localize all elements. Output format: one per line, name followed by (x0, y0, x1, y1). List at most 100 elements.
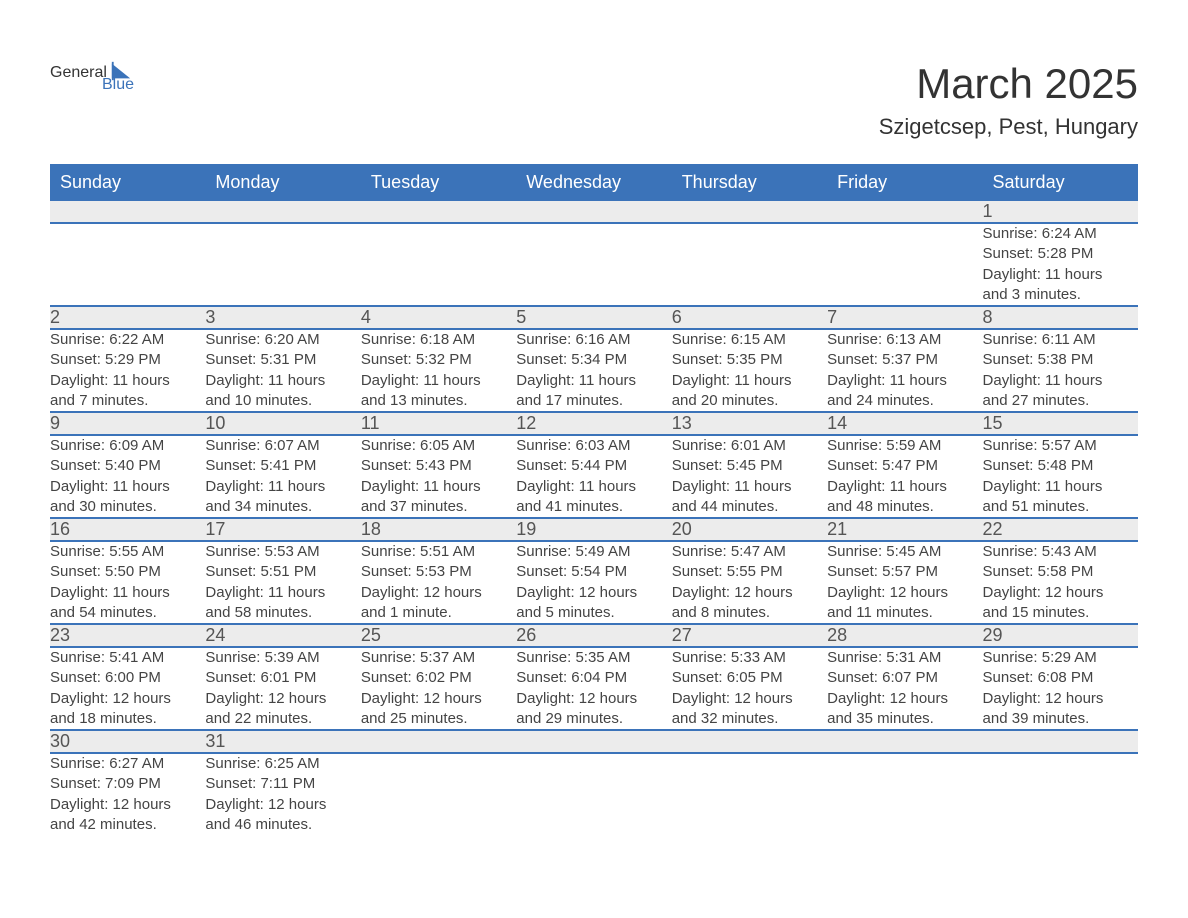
sunset-text: Sunset: 6:01 PM (205, 668, 360, 688)
day-info-cell: Sunrise: 5:47 AMSunset: 5:55 PMDaylight:… (672, 541, 827, 624)
daylight-text: Daylight: 11 hours (672, 371, 827, 391)
day-number-cell: 13 (672, 412, 827, 435)
daylight-text: Daylight: 12 hours (827, 689, 982, 709)
sunrise-text: Sunrise: 6:01 AM (672, 436, 827, 456)
daylight-text: and 46 minutes. (205, 815, 360, 835)
sunset-text: Sunset: 5:48 PM (983, 456, 1138, 476)
day-info-cell: Sunrise: 6:13 AMSunset: 5:37 PMDaylight:… (827, 329, 982, 412)
daylight-text: Daylight: 11 hours (983, 371, 1138, 391)
month-title: March 2025 (879, 60, 1138, 108)
sunset-text: Sunset: 6:05 PM (672, 668, 827, 688)
day-number-cell (361, 201, 516, 223)
day-number-cell (516, 201, 671, 223)
sunrise-text: Sunrise: 5:45 AM (827, 542, 982, 562)
weekday-header: Friday (827, 164, 982, 201)
day-info-cell: Sunrise: 6:15 AMSunset: 5:35 PMDaylight:… (672, 329, 827, 412)
sunset-text: Sunset: 5:29 PM (50, 350, 205, 370)
weekday-header: Saturday (983, 164, 1138, 201)
sunset-text: Sunset: 5:41 PM (205, 456, 360, 476)
day-info-cell: Sunrise: 5:59 AMSunset: 5:47 PMDaylight:… (827, 435, 982, 518)
day-number-cell: 8 (983, 306, 1138, 329)
sunrise-text: Sunrise: 6:15 AM (672, 330, 827, 350)
calendar-header-row: SundayMondayTuesdayWednesdayThursdayFrid… (50, 164, 1138, 201)
daylight-text: Daylight: 11 hours (827, 371, 982, 391)
sunset-text: Sunset: 5:53 PM (361, 562, 516, 582)
daylight-text: and 17 minutes. (516, 391, 671, 411)
daylight-text: Daylight: 11 hours (672, 477, 827, 497)
daylight-text: and 34 minutes. (205, 497, 360, 517)
sunrise-text: Sunrise: 6:03 AM (516, 436, 671, 456)
weekday-header: Monday (205, 164, 360, 201)
day-info-cell: Sunrise: 6:24 AMSunset: 5:28 PMDaylight:… (983, 223, 1138, 306)
daylight-text: and 32 minutes. (672, 709, 827, 729)
daylight-text: Daylight: 12 hours (361, 583, 516, 603)
daylight-text: Daylight: 11 hours (983, 477, 1138, 497)
sunrise-text: Sunrise: 6:05 AM (361, 436, 516, 456)
daylight-text: Daylight: 11 hours (361, 371, 516, 391)
day-number-cell: 12 (516, 412, 671, 435)
location-subtitle: Szigetcsep, Pest, Hungary (879, 114, 1138, 140)
daylight-text: Daylight: 12 hours (205, 689, 360, 709)
day-number-cell (827, 730, 982, 753)
daylight-text: Daylight: 12 hours (983, 583, 1138, 603)
sunrise-text: Sunrise: 5:29 AM (983, 648, 1138, 668)
day-info-cell: Sunrise: 5:41 AMSunset: 6:00 PMDaylight:… (50, 647, 205, 730)
sunrise-text: Sunrise: 6:16 AM (516, 330, 671, 350)
daylight-text: Daylight: 12 hours (672, 583, 827, 603)
sunset-text: Sunset: 5:57 PM (827, 562, 982, 582)
sunset-text: Sunset: 5:38 PM (983, 350, 1138, 370)
daylight-text: Daylight: 12 hours (827, 583, 982, 603)
day-number-cell (672, 201, 827, 223)
day-info-cell: Sunrise: 5:31 AMSunset: 6:07 PMDaylight:… (827, 647, 982, 730)
daylight-text: and 42 minutes. (50, 815, 205, 835)
daylight-text: and 51 minutes. (983, 497, 1138, 517)
sunrise-text: Sunrise: 5:53 AM (205, 542, 360, 562)
day-number-cell: 15 (983, 412, 1138, 435)
sunset-text: Sunset: 7:11 PM (205, 774, 360, 794)
day-info-cell: Sunrise: 6:27 AMSunset: 7:09 PMDaylight:… (50, 753, 205, 835)
weekday-header: Tuesday (361, 164, 516, 201)
day-number-cell: 14 (827, 412, 982, 435)
sunset-text: Sunset: 5:54 PM (516, 562, 671, 582)
sunset-text: Sunset: 6:00 PM (50, 668, 205, 688)
daylight-text: and 37 minutes. (361, 497, 516, 517)
logo-text-blue: Blue (102, 76, 134, 94)
daylight-text: and 24 minutes. (827, 391, 982, 411)
sunset-text: Sunset: 5:44 PM (516, 456, 671, 476)
daylight-text: and 11 minutes. (827, 603, 982, 623)
sunset-text: Sunset: 6:02 PM (361, 668, 516, 688)
sunrise-text: Sunrise: 6:09 AM (50, 436, 205, 456)
day-info-cell: Sunrise: 6:01 AMSunset: 5:45 PMDaylight:… (672, 435, 827, 518)
day-number-cell: 11 (361, 412, 516, 435)
sunrise-text: Sunrise: 6:27 AM (50, 754, 205, 774)
daylight-text: Daylight: 11 hours (50, 371, 205, 391)
sunrise-text: Sunrise: 5:59 AM (827, 436, 982, 456)
sunrise-text: Sunrise: 6:20 AM (205, 330, 360, 350)
daylight-text: Daylight: 12 hours (361, 689, 516, 709)
sunset-text: Sunset: 5:50 PM (50, 562, 205, 582)
daylight-text: Daylight: 11 hours (50, 583, 205, 603)
sunset-text: Sunset: 5:51 PM (205, 562, 360, 582)
daylight-text: Daylight: 11 hours (205, 583, 360, 603)
logo: General Blue (50, 60, 134, 94)
sunset-text: Sunset: 5:40 PM (50, 456, 205, 476)
day-info-cell: Sunrise: 5:35 AMSunset: 6:04 PMDaylight:… (516, 647, 671, 730)
day-info-cell: Sunrise: 5:53 AMSunset: 5:51 PMDaylight:… (205, 541, 360, 624)
day-info-cell: Sunrise: 5:37 AMSunset: 6:02 PMDaylight:… (361, 647, 516, 730)
day-number-cell: 16 (50, 518, 205, 541)
day-number-cell: 21 (827, 518, 982, 541)
day-info-cell: Sunrise: 5:39 AMSunset: 6:01 PMDaylight:… (205, 647, 360, 730)
day-info-cell (50, 223, 205, 306)
day-number-cell: 2 (50, 306, 205, 329)
day-number-cell: 18 (361, 518, 516, 541)
day-number-cell: 9 (50, 412, 205, 435)
daylight-text: and 7 minutes. (50, 391, 205, 411)
day-number-cell (516, 730, 671, 753)
sunrise-text: Sunrise: 6:25 AM (205, 754, 360, 774)
day-number-cell: 6 (672, 306, 827, 329)
daylight-text: and 35 minutes. (827, 709, 982, 729)
sunset-text: Sunset: 6:04 PM (516, 668, 671, 688)
day-info-cell (827, 223, 982, 306)
sunset-text: Sunset: 5:31 PM (205, 350, 360, 370)
daylight-text: Daylight: 11 hours (516, 477, 671, 497)
